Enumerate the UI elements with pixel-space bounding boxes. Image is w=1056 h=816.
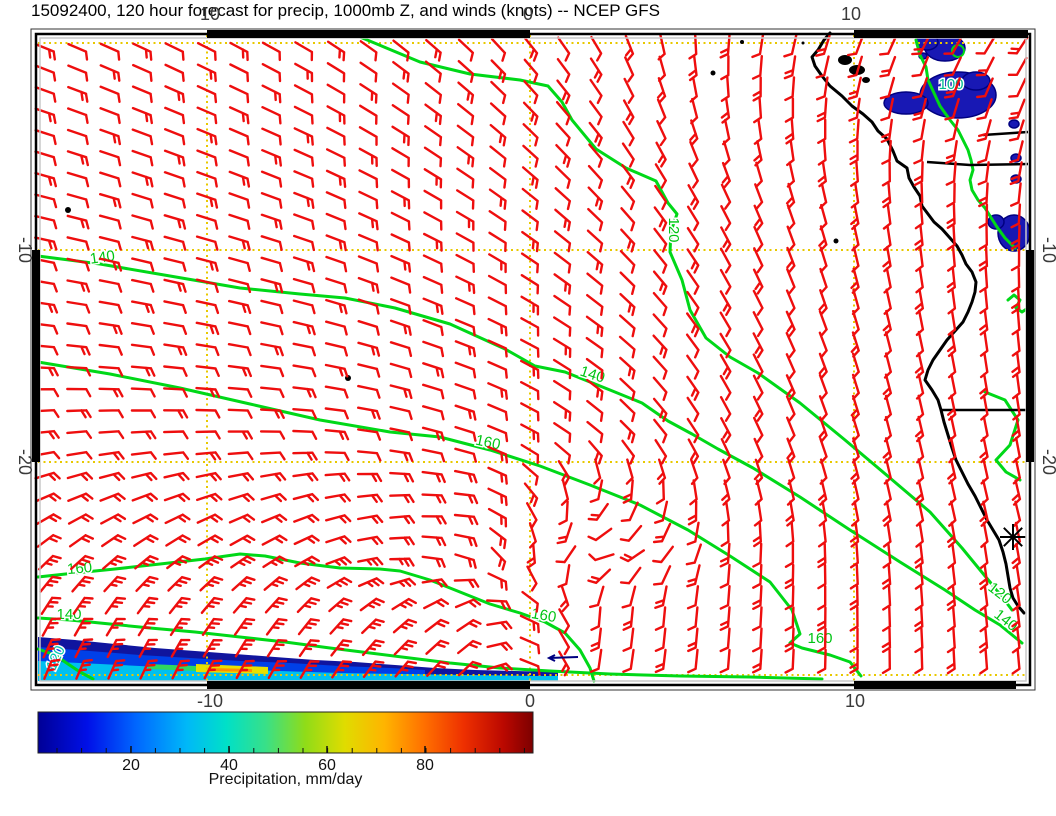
coast-blob [862, 77, 870, 83]
africa-coastline [810, 31, 1026, 615]
map-frame [30, 28, 1036, 691]
axis-tick-label: 0 [523, 4, 533, 24]
colorbar-tick-label: 80 [416, 757, 434, 774]
contour-z140-lower [36, 616, 824, 681]
contour-z140-main [36, 254, 1024, 645]
colorbar-tick-label: 40 [220, 757, 238, 774]
island-dot [740, 40, 744, 44]
chart-title: 15092400, 120 hour forecast for precip, … [31, 1, 660, 20]
frame-outer [30, 28, 1036, 691]
river-lower [926, 160, 1029, 167]
axis-tick-label: -10 [1039, 237, 1056, 263]
contour-label: 140 [991, 606, 1021, 635]
contour-z100-coast [914, 38, 1017, 250]
colorbar-tick-label: 60 [318, 757, 336, 774]
axis-tick-label: -10 [197, 691, 223, 711]
precip-blob [1008, 119, 1020, 129]
contour-z120-corner [36, 647, 95, 681]
contour-label: 120 [665, 217, 682, 242]
coast-blob [838, 55, 852, 65]
contour-label: 160 [66, 559, 92, 578]
overlay-marks [546, 524, 1026, 662]
contour-z-inland-wiggle [983, 390, 1022, 482]
colorbar: 20 40 60 80 [37, 711, 534, 774]
contour-z160-lower [36, 552, 596, 683]
axis-tick-label: -10 [194, 4, 220, 24]
reference-arrow [546, 654, 579, 662]
wind-barbs [33, 33, 1029, 680]
station-asterisk [1003, 527, 1023, 547]
height-contours [36, 35, 1030, 683]
axis-tick-label: -10 [15, 237, 35, 263]
axis-tick-label: -20 [1039, 449, 1056, 475]
axis-tick-label: -20 [15, 449, 35, 475]
colorbar-gradient [37, 711, 534, 754]
axis-tick-label: 10 [845, 691, 865, 711]
graticule [38, 35, 1028, 684]
contour-label: 160 [807, 630, 832, 647]
island-dot [801, 41, 805, 45]
colorbar-caption: Precipitation, mm/day [208, 771, 363, 788]
axis-labels: -10 0 10 -10 0 10 -10 -20 -10 -20 [15, 4, 1056, 711]
island-dot [65, 207, 71, 213]
colorbar-tick-label: 20 [122, 757, 140, 774]
axis-tick-label: 10 [841, 4, 861, 24]
river-upper [982, 130, 1029, 137]
contour-z120-north [358, 35, 1014, 612]
island-dot [833, 238, 839, 244]
axis-tick-label: 0 [525, 691, 535, 711]
precip-blob [961, 71, 991, 91]
island-dot [710, 70, 716, 76]
contour-label: 140 [89, 247, 116, 267]
